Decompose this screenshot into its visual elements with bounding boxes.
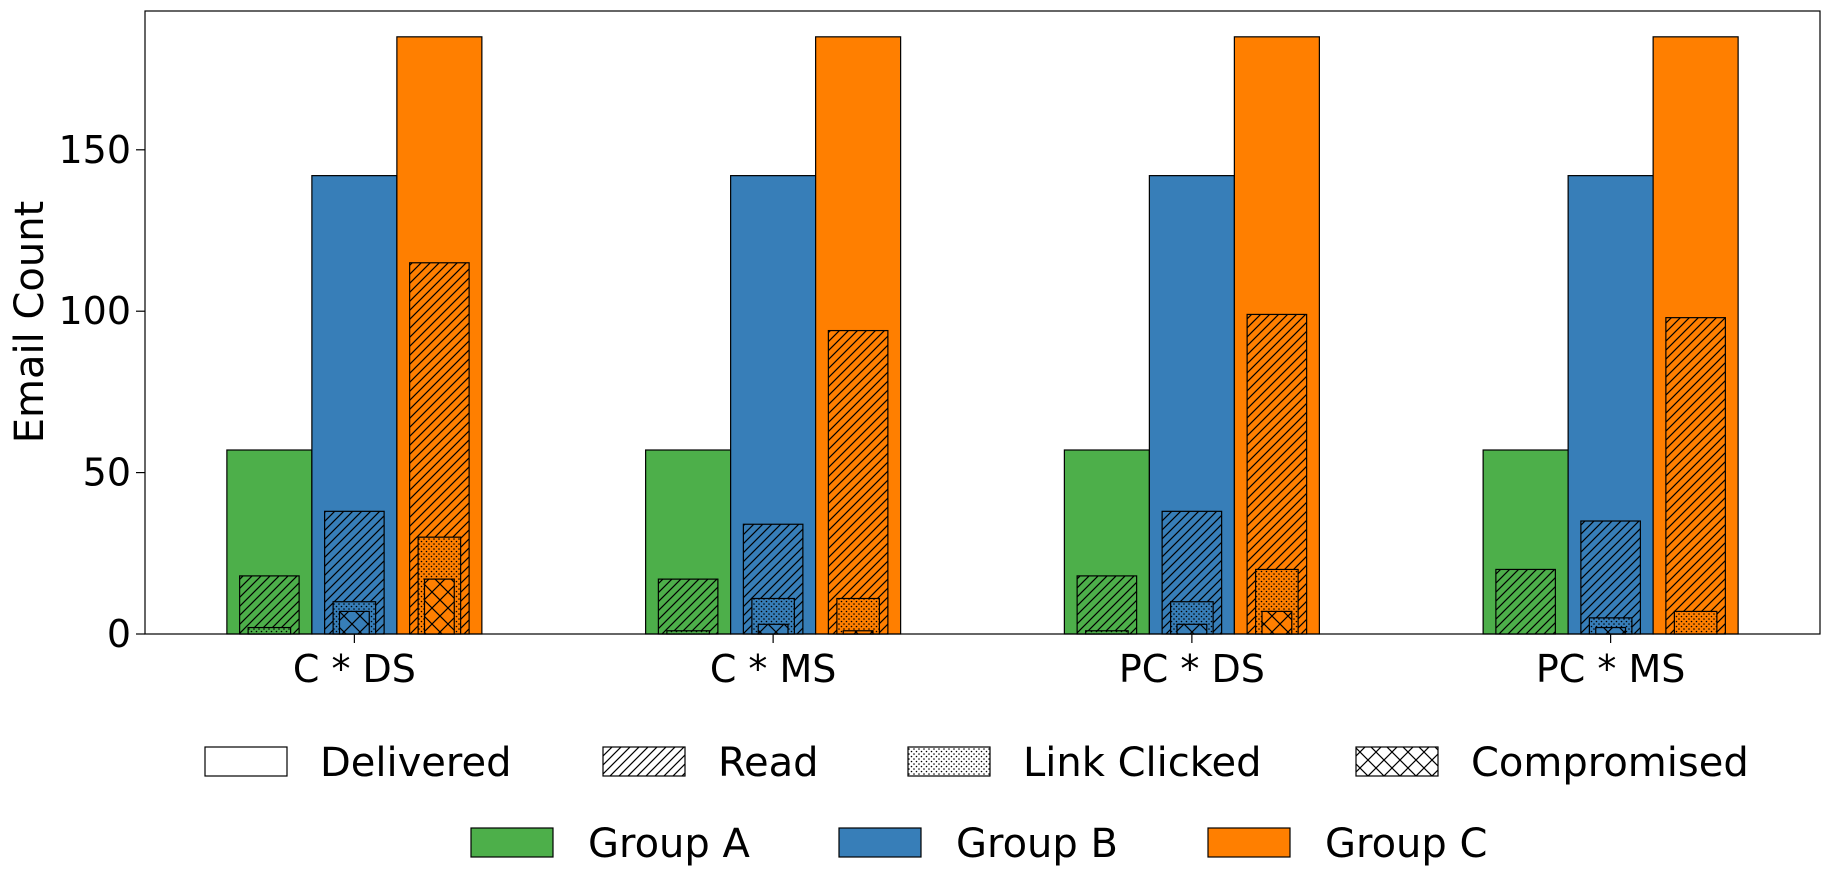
bar-pattern-group-a-link-clicked-c-ds: [248, 627, 291, 634]
bar-pattern-group-c-link-clicked-pc-ms: [1674, 611, 1717, 634]
legend-label-delivered: Delivered: [320, 740, 511, 786]
y-axis-label: Email Count: [7, 201, 53, 443]
bar-pattern-group-a-read-pc-ms: [1495, 569, 1556, 634]
legend-swatch-pattern-link-clicked: [908, 747, 990, 776]
legend-label-compromised: Compromised: [1471, 740, 1749, 786]
legend-label-group-a: Group A: [588, 821, 750, 867]
bar-pattern-group-b-read-pc-ms: [1580, 521, 1641, 634]
legend-item-delivered: Delivered: [204, 740, 511, 786]
legend-item-group-a: Group A: [470, 821, 750, 867]
legend-label-group-c: Group C: [1325, 821, 1487, 867]
bar-pattern-group-c-link-clicked-c-ms: [836, 598, 880, 634]
legend-item-link-clicked: Link Clicked: [907, 740, 1262, 786]
bars-layer: [226, 36, 1739, 635]
y-tick-label: 50: [83, 451, 131, 495]
y-tick-label: 100: [58, 289, 131, 333]
plot-frame: [144, 10, 1821, 635]
bar-pattern-group-b-compromised-pc-ms: [1595, 627, 1626, 634]
bar-pattern-group-a-read-pc-ds: [1077, 575, 1137, 634]
bar-pattern-group-a-link-clicked-c-ms: [666, 630, 710, 634]
x-tick-label: C * DS: [293, 647, 416, 691]
bar-pattern-group-c-compromised-pc-ds: [1262, 611, 1292, 634]
x-tick-label: C * MS: [710, 647, 837, 691]
bar-pattern-group-a-read-c-ds: [239, 575, 300, 634]
legend-swatch-group-b: [838, 827, 922, 858]
legend-item-read: Read: [602, 740, 819, 786]
legend-label-read: Read: [718, 740, 819, 786]
bar-pattern-group-c-compromised-c-ds: [424, 579, 455, 634]
legend-label-group-b: Group B: [956, 821, 1118, 867]
legend-item-group-c: Group C: [1207, 821, 1487, 867]
bar-pattern-group-a-link-clicked-pc-ds: [1085, 630, 1129, 634]
y-tick-label: 150: [58, 128, 131, 172]
legend-item-compromised: Compromised: [1355, 740, 1749, 786]
bar-pattern-group-b-compromised-c-ds: [339, 611, 370, 634]
legend-swatch-group-a: [470, 827, 554, 858]
bar-pattern-group-b-compromised-c-ms: [758, 624, 788, 634]
bar-pattern-group-a-read-c-ms: [658, 579, 718, 634]
legend-swatch-group-c: [1207, 827, 1291, 858]
legend-groups: Group A Group B Group C: [470, 821, 1487, 867]
legend-swatch-delivered: [204, 746, 288, 777]
legend-label-link-clicked: Link Clicked: [1023, 740, 1262, 786]
legend-stages: Delivered Read Link Clicked Compromised: [204, 740, 1749, 786]
y-tick-label: 0: [107, 612, 131, 656]
x-axis: C * DS C * MS PC * DS PC * MS: [293, 634, 1686, 691]
bar-pattern-group-b-compromised-pc-ds: [1177, 624, 1207, 634]
x-tick-label: PC * DS: [1119, 647, 1265, 691]
bar-pattern-group-c-compromised-c-ms: [843, 630, 873, 634]
bar-pattern-group-c-read-c-ms: [828, 330, 888, 634]
legend-swatch-pattern-compromised: [1356, 747, 1438, 776]
legend-swatch-pattern-read: [603, 747, 685, 776]
bar-pattern-group-c-read-pc-ms: [1665, 317, 1726, 634]
legend-item-group-b: Group B: [838, 821, 1118, 867]
y-axis: 0 50 100 150: [58, 128, 145, 656]
x-tick-label: PC * MS: [1536, 647, 1686, 691]
